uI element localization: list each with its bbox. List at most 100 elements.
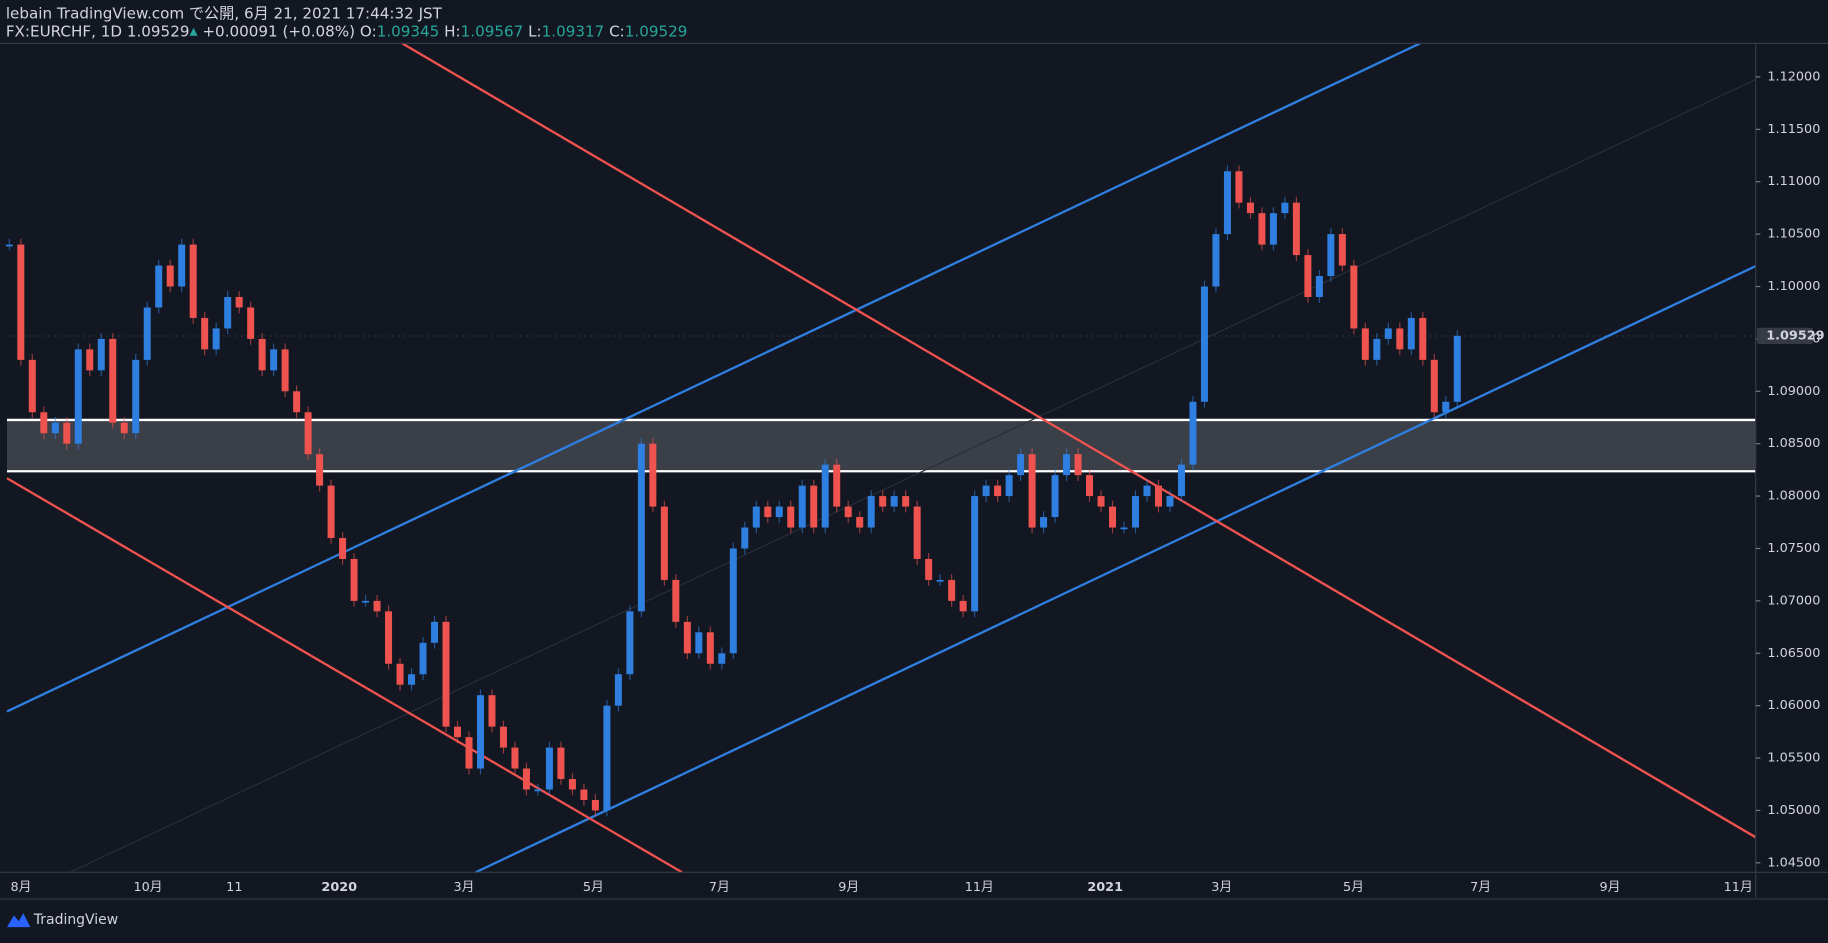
candle [293, 391, 301, 413]
candle [499, 726, 507, 748]
change: +0.00091 (+0.08%) [202, 22, 355, 40]
candle [925, 558, 933, 580]
candle [166, 265, 174, 287]
candle [132, 359, 140, 434]
y-tick-label: 1.07500 [1767, 541, 1820, 556]
y-tick-label: 1.10500 [1767, 227, 1820, 242]
candle [385, 611, 393, 664]
y-tick-label: 1.05000 [1767, 803, 1820, 818]
candle [63, 422, 71, 444]
candle [821, 464, 829, 528]
x-tick-label: 3月 [1211, 880, 1232, 895]
candle [1097, 496, 1105, 507]
logo[interactable]: TradingView [33, 912, 118, 928]
candle [201, 317, 209, 350]
candle [465, 737, 473, 769]
x-tick-label: 11月 [1724, 880, 1753, 895]
candle [350, 558, 358, 601]
candle [959, 600, 967, 612]
candle [844, 506, 852, 518]
candle [603, 705, 611, 811]
candle [764, 506, 772, 518]
candle [212, 328, 220, 350]
candle [787, 506, 795, 528]
candle [1189, 401, 1197, 465]
candle [580, 789, 588, 800]
candle [1223, 171, 1231, 235]
candle [890, 496, 898, 507]
x-tick-label: 5月 [583, 880, 604, 895]
candle [1442, 401, 1450, 413]
candle [362, 600, 370, 603]
candle [1040, 517, 1048, 528]
candle [189, 244, 197, 318]
candle [224, 296, 232, 329]
candle [706, 632, 714, 664]
candle [511, 747, 519, 769]
candle [476, 695, 484, 769]
drawings [6, 42, 1757, 874]
candle [626, 611, 634, 675]
candle [270, 349, 278, 371]
candle [97, 338, 105, 371]
candle [856, 517, 864, 528]
candle [695, 632, 703, 654]
candle [649, 443, 657, 507]
candle [1281, 202, 1289, 214]
candle [28, 359, 36, 413]
x-tick-label: 7月 [1470, 880, 1491, 895]
candle [408, 674, 416, 685]
candle [1361, 328, 1369, 360]
candle [1154, 485, 1162, 507]
candle [1315, 276, 1323, 297]
symbol-line: FX:EURCHF, 1D 1.09529▲ +0.00091 (+0.08%)… [6, 22, 688, 40]
candle [1292, 202, 1300, 256]
candle [155, 265, 163, 308]
x-tick-label: 9月 [838, 880, 859, 895]
y-tick-label: 1.05500 [1767, 751, 1820, 766]
candle [373, 600, 381, 612]
logo-icon [6, 913, 31, 928]
y-tick-label: 1.06000 [1767, 698, 1820, 713]
candle [1074, 454, 1082, 476]
y-tick-label: 1.06500 [1767, 646, 1820, 661]
candle [1246, 202, 1254, 214]
candle [1177, 464, 1185, 497]
blue-upper [6, 42, 1421, 713]
y-tick-label: 1.11500 [1767, 122, 1820, 137]
candle [672, 579, 680, 622]
candle [442, 621, 450, 727]
candle [729, 548, 737, 654]
low: 1.09317 [542, 22, 605, 40]
candle [1350, 265, 1358, 329]
candle [833, 464, 841, 507]
close: 1.09529 [625, 22, 688, 40]
y-tick-label: 1.12000 [1767, 69, 1820, 84]
candle [235, 296, 243, 308]
x-tick-label: 2021 [1087, 880, 1123, 895]
candle [1200, 286, 1208, 402]
candle [1258, 213, 1266, 245]
candle [718, 653, 726, 664]
candle [1430, 359, 1438, 413]
y-tick-label: 1.04500 [1767, 855, 1820, 870]
candle [1384, 328, 1392, 339]
candle [752, 506, 760, 528]
candle [982, 485, 990, 497]
candle [994, 485, 1002, 497]
candle [1419, 317, 1427, 360]
candle [1235, 171, 1243, 203]
candle [1453, 335, 1461, 402]
candle [5, 244, 13, 247]
candle [74, 349, 82, 444]
candle [1017, 454, 1025, 476]
candle [316, 454, 324, 486]
x-tick-label: 3月 [454, 880, 475, 895]
candle [247, 307, 255, 339]
candle [1304, 255, 1312, 297]
candle [1132, 496, 1140, 528]
candle [867, 496, 875, 528]
candle [1109, 506, 1117, 528]
candle [1327, 234, 1335, 277]
